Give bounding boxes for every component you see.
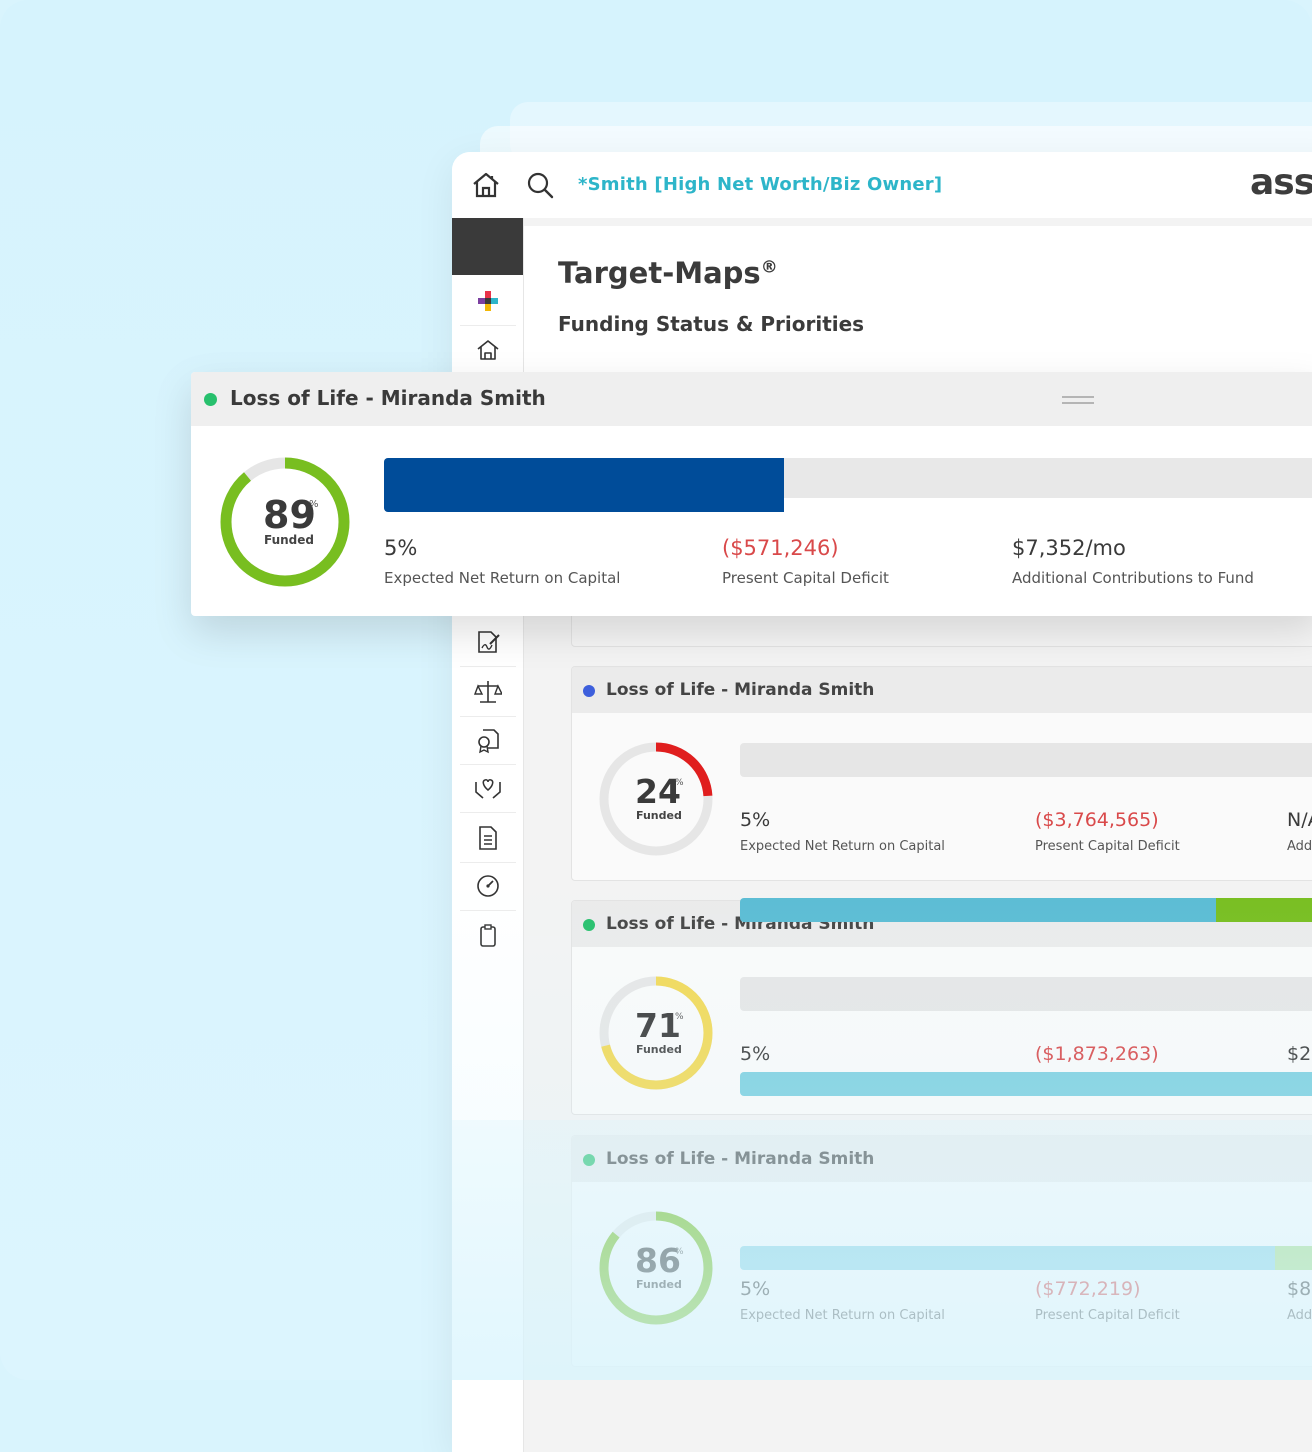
certificate-icon [478, 729, 499, 754]
metric-value: $24 [1287, 1043, 1312, 1065]
gauge-value: 24 [635, 772, 681, 811]
card-header[interactable]: Loss of Life - Miranda Smith [572, 1136, 1312, 1182]
registered-mark: ® [760, 257, 778, 278]
metric-label: Expected Net Return on Capital [384, 569, 621, 587]
page-subtitle: Funding Status & Priorities [558, 312, 865, 336]
gauge-percent-sign: % [675, 778, 684, 788]
card-header[interactable]: Loss of Life - Miranda Smith [191, 372, 1312, 426]
clipboard-icon [480, 924, 496, 947]
progress-bar-overlay [740, 898, 1312, 922]
brand-logo: asse [1250, 162, 1312, 203]
add-plus-icon [478, 291, 498, 311]
gauge-ring [599, 742, 713, 856]
progress-bar-overlay [740, 1072, 1312, 1096]
gauge-percent-sign: % [309, 499, 319, 510]
status-dot [204, 393, 217, 406]
gauge-value: 89 [263, 493, 316, 537]
floating-funding-card: Loss of Life - Miranda Smith 89 % Funded… [191, 372, 1312, 616]
page-title: Target-Maps® [558, 256, 778, 290]
funding-bar-fill [384, 458, 784, 512]
funded-gauge: 89 % Funded [218, 455, 352, 589]
card-title: Loss of Life - Miranda Smith [606, 1149, 875, 1169]
gauge-label: Funded [636, 1278, 682, 1291]
metric-value: 5% [740, 1043, 771, 1065]
scale-balance-icon [474, 681, 502, 703]
metric-label: Present Capital Deficit [722, 569, 889, 587]
progress-bar-segment [740, 1246, 1275, 1270]
gauge-progress-arc [220, 457, 350, 587]
metric-label: Expected Net Return on Capital [740, 839, 945, 854]
page-title-text: Target-Maps [558, 256, 761, 290]
gauge-label: Funded [264, 533, 315, 547]
progress-bar-segment [1216, 898, 1312, 922]
gauge-percent-sign: % [675, 1247, 684, 1257]
home-icon[interactable] [470, 169, 502, 201]
metric-value: ($1,873,263) [1035, 1043, 1159, 1065]
funded-gauge: 86 % Funded [597, 1209, 715, 1327]
top-bar: *Smith [High Net Worth/Biz Owner] asse [452, 152, 1312, 219]
gauge-percent-sign: % [675, 1012, 684, 1022]
card-header[interactable]: Loss of Life - Miranda Smith [572, 667, 1312, 713]
funding-bar [740, 743, 1312, 777]
metric-label: Expected Net Return on Capital [740, 1308, 945, 1323]
metric-value: 5% [740, 1278, 771, 1300]
speedometer-icon [477, 875, 499, 897]
sidebar-item-document[interactable] [460, 814, 516, 863]
metric-value: N/A [1287, 809, 1312, 831]
gauge-label: Funded [636, 809, 682, 822]
metric-value: 5% [384, 536, 418, 560]
client-name-link[interactable]: *Smith [High Net Worth/Biz Owner] [578, 174, 943, 195]
drag-handle[interactable] [1062, 396, 1094, 406]
metric-value: ($571,246) [722, 536, 839, 560]
sidebar-item-care[interactable] [460, 764, 516, 813]
sidebar-item-clipboard[interactable] [460, 912, 516, 960]
hands-heart-icon [475, 779, 501, 799]
page-header: Target-Maps® Funding Status & Priorities [524, 226, 1312, 372]
sidebar-item-sign[interactable] [460, 618, 516, 667]
metric-label: Add [1287, 839, 1312, 854]
funded-gauge: 24 % Funded [597, 740, 715, 858]
sidebar-item-dashboard[interactable] [460, 862, 516, 911]
metric-value: $7,352/mo [1012, 536, 1126, 560]
gauge-progress-arc [599, 976, 713, 1090]
funding-bar [740, 977, 1312, 1011]
progress-bar-overlay [740, 1246, 1312, 1270]
sidebar-item-balance[interactable] [460, 668, 516, 717]
gauge-ring [220, 457, 350, 587]
progress-bar-segment [1275, 1246, 1312, 1270]
metric-value: $8, [1287, 1278, 1312, 1300]
metric-value: ($772,219) [1035, 1278, 1141, 1300]
status-dot [583, 685, 595, 697]
gauge-ring [599, 976, 713, 1090]
metric-label: Present Capital Deficit [1035, 1308, 1180, 1323]
gauge-progress-arc [599, 742, 713, 856]
sidebar-item-home[interactable] [460, 326, 516, 375]
signature-document-icon [478, 631, 500, 653]
metric-label: Add [1287, 1308, 1312, 1323]
sidebar-item-add[interactable] [460, 277, 516, 326]
funding-bar [384, 458, 1312, 512]
home-icon [477, 340, 499, 360]
status-dot [583, 1154, 595, 1166]
funding-card: Loss of Life - Miranda Smith 24 % Funded… [571, 666, 1312, 881]
card-title: Loss of Life - Miranda Smith [606, 680, 875, 700]
metric-value: 5% [740, 809, 771, 831]
status-dot [583, 919, 595, 931]
metric-label: Additional Contributions to Fund [1012, 569, 1254, 587]
metric-value: ($3,764,565) [1035, 809, 1159, 831]
sidebar-active-block [452, 218, 523, 275]
funded-gauge: 71 % Funded [597, 974, 715, 1092]
sidebar-item-certificate[interactable] [460, 716, 516, 765]
document-icon [479, 826, 497, 850]
search-icon[interactable] [524, 169, 556, 201]
gauge-label: Funded [636, 1043, 682, 1056]
card-title: Loss of Life - Miranda Smith [230, 386, 546, 410]
gauge-value: 71 [635, 1006, 681, 1045]
progress-bar-segment [740, 898, 1216, 922]
metric-label: Present Capital Deficit [1035, 839, 1180, 854]
